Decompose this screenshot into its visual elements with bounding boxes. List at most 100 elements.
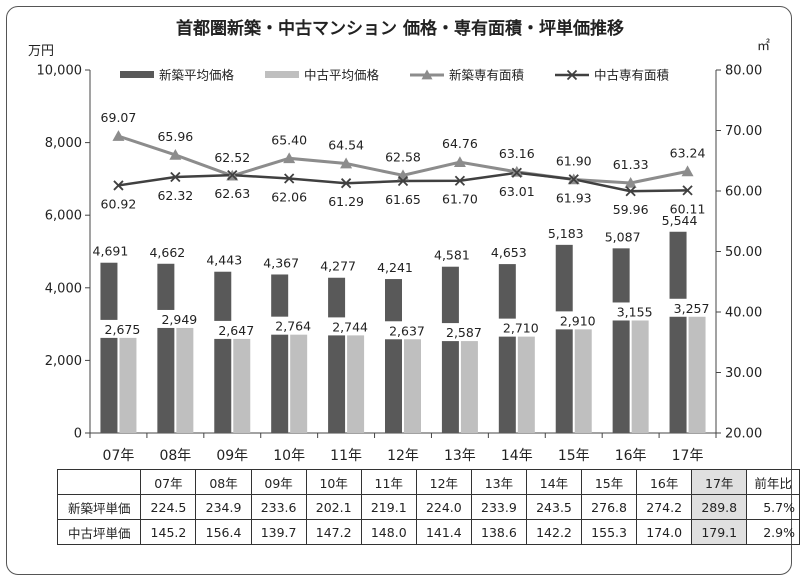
bar-new-price-label: 5,087: [605, 229, 641, 244]
table-cell: 155.3: [581, 519, 638, 545]
axes: 0 2,000 4,000 6,000 8,000 10,000 20.00 30.00 40.…: [37, 64, 763, 465]
bar-used-price-label-bg: [668, 298, 716, 317]
marker-used-area: [340, 178, 352, 189]
legend-item: 中古専有面積: [555, 68, 670, 83]
table-year-header: 14年: [525, 469, 583, 495]
x-category-label: 16年: [615, 448, 647, 464]
marker-new-area: [681, 165, 694, 177]
point-label-used-area: 61.65: [385, 192, 421, 207]
table-year-header: 16年: [636, 469, 693, 495]
bar-used-price-label: 2,710: [503, 321, 539, 336]
table-cell: 233.6: [250, 494, 307, 520]
marker-used-area: [397, 175, 409, 187]
marker-used-area: [625, 186, 636, 197]
x-category-label: 17年: [672, 448, 704, 464]
bar-used-price-label: 2,910: [560, 313, 596, 328]
bar-new-price-label: 4,653: [491, 245, 527, 260]
marker-new-area: [283, 152, 296, 164]
chart-title: 首都圏新築・中古マンション 価格・専有面積・坪単価推移: [176, 18, 624, 39]
point-label-used-area: 61.29: [328, 194, 364, 209]
bar-used-price: [233, 336, 251, 433]
legend: 新築平均価格 中古平均価格 新築専有面積 中古専有面積: [120, 68, 670, 83]
left-tick-label: 2,000: [45, 354, 82, 369]
x-category-label: 15年: [558, 448, 590, 464]
marker-used-area: [284, 173, 295, 184]
legend-label: 新築専有面積: [449, 68, 525, 83]
point-label-used-area: 63.01: [499, 184, 535, 199]
bar-used-price: [688, 314, 706, 433]
point-label-used-area: 62.32: [157, 188, 193, 203]
right-tick-label: 50.00: [725, 245, 762, 260]
left-tick-label: 0: [74, 427, 82, 442]
bar-used-price: [631, 318, 649, 433]
table-year-header: 13年: [470, 469, 527, 495]
bar-used-price-label-bg: [155, 309, 203, 328]
bar-used-price: [517, 334, 535, 433]
left-tick-label: 10,000: [37, 64, 83, 79]
right-tick-label: 30.00: [725, 366, 762, 381]
table-cell: 289.8: [691, 494, 748, 520]
bar-new-price: [157, 263, 175, 433]
bar-used-price: [347, 333, 365, 433]
bar-new-price: [498, 264, 516, 433]
bar-new-price: [100, 262, 118, 433]
point-label-new-area: 63.24: [670, 145, 706, 160]
table-row: 中古坪単価 145.2 156.4 139.7 147.2 148.0 141.4 138.6…: [56, 519, 800, 545]
point-label-new-area: 61.33: [613, 157, 649, 172]
bar-new-price: [612, 248, 630, 433]
price-area-chart: 首都圏新築・中古マンション 価格・専有面積・坪単価推移 万円 ㎡ 0 2,000 4…: [28, 18, 770, 465]
bar-used-price-label-bg: [326, 317, 374, 336]
bar-new-price: [669, 231, 687, 433]
table-cell: 142.2: [525, 519, 583, 545]
bar-new-price-label: 4,581: [434, 248, 470, 263]
bar-new-price-label: 4,443: [206, 253, 242, 268]
bar-new-price-label: 5,183: [548, 226, 584, 241]
point-label-new-area: 65.96: [157, 129, 193, 144]
table-year-header: 15年: [581, 469, 638, 495]
table-cell: 148.0: [360, 519, 417, 545]
marker-new-area: [112, 130, 125, 141]
legend-item: 新築専有面積: [410, 68, 525, 83]
table-year-header: 07年: [140, 469, 197, 495]
bar-used-price: [574, 327, 592, 433]
bar-new-price: [441, 266, 459, 433]
point-label-new-area: 62.58: [385, 149, 421, 164]
table-cell: 224.0: [415, 494, 472, 520]
bar-used-price-label: 2,949: [161, 312, 197, 327]
right-tick-label: 20.00: [725, 427, 762, 442]
table-cell: 243.5: [525, 494, 583, 520]
x-category-label: 11年: [330, 448, 362, 464]
table-cell: 138.6: [470, 519, 527, 545]
table-cell: 234.9: [195, 494, 252, 520]
bar-used-price-label-bg: [497, 318, 545, 337]
point-label-used-area: 61.70: [442, 192, 478, 207]
marker-used-area: [170, 171, 181, 183]
point-label-used-area: 62.63: [214, 186, 250, 201]
legend-label: 新築平均価格: [159, 68, 235, 83]
table-year-header: 17年: [691, 469, 748, 495]
bar-new-price-label: 4,277: [320, 259, 356, 274]
bar-used-price-label: 2,764: [275, 319, 311, 334]
table-cell: 233.9: [470, 494, 527, 520]
x-category-label: 09年: [216, 448, 248, 464]
point-label-used-area: 60.92: [101, 196, 137, 211]
point-label-new-area: 64.54: [328, 138, 364, 153]
legend-swatch: [120, 71, 154, 78]
legend-swatch-marker: [566, 69, 578, 81]
right-tick-label: 60.00: [725, 185, 762, 200]
marker-used-area: [227, 169, 238, 181]
table-year-header: 10年: [305, 469, 362, 495]
point-label-new-area: 63.16: [499, 146, 535, 161]
point-label-new-area: 64.76: [442, 136, 478, 151]
marker-new-area: [169, 148, 182, 160]
table-year-header: 12年: [415, 469, 472, 495]
bar-used-price-label-bg: [383, 321, 431, 340]
table-cell: 139.7: [250, 519, 307, 545]
legend-item: 新築平均価格: [120, 68, 235, 83]
x-category-label: 10年: [273, 448, 305, 464]
legend-swatch: [265, 71, 299, 78]
bar-used-price-label-bg: [269, 316, 317, 335]
point-label-used-area: 60.11: [670, 201, 706, 216]
table-cell: 274.2: [636, 494, 693, 520]
x-category-label: 12年: [387, 448, 419, 464]
